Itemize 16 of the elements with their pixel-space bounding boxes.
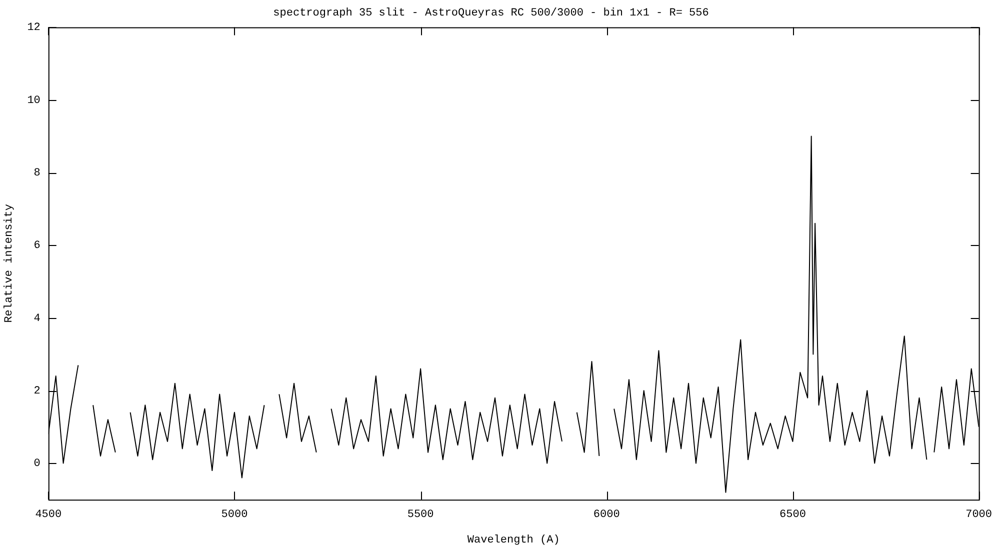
y-tick-label: 6 — [34, 240, 40, 252]
x-tick-label: 5000 — [221, 509, 248, 522]
x-tick-label: 5500 — [407, 509, 434, 522]
y-axis-title: Relative intensity — [4, 204, 16, 323]
x-axis-title: Wavelength (A) — [467, 534, 560, 546]
y-tick-label: 10 — [27, 94, 40, 107]
y-tick-label: 8 — [34, 167, 40, 180]
chart-title: spectrograph 35 slit - AstroQueyras RC 500/3000 - bin 1x1 - R= 556 — [273, 8, 709, 20]
y-tick-label: 4 — [34, 312, 41, 325]
y-tick-label: 12 — [27, 22, 40, 34]
x-tick-label: 7000 — [966, 509, 992, 522]
x-tick-label: 6000 — [593, 509, 620, 522]
x-tick-label: 4500 — [35, 509, 62, 522]
y-tick-label: 2 — [34, 385, 40, 398]
y-tick-label: 0 — [34, 458, 40, 470]
x-tick-label: 6500 — [780, 509, 806, 522]
